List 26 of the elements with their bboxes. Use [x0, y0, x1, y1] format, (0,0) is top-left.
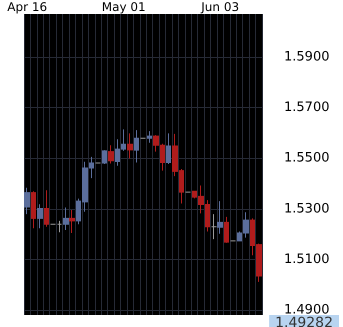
candlestick	[37, 204, 43, 229]
candlestick	[217, 200, 223, 234]
candlestick	[24, 187, 30, 215]
candlestick	[224, 216, 229, 244]
x-tick-label: Apr 16	[7, 0, 48, 14]
x-tick-label: Jun 03	[200, 0, 240, 14]
candlestick	[69, 210, 75, 234]
candlestick	[57, 220, 62, 233]
candlestick	[44, 190, 49, 228]
candlestick	[211, 214, 217, 240]
candlestick	[108, 144, 114, 164]
text: 1.49282	[275, 315, 334, 327]
y-tick-label: 1.5100	[284, 252, 330, 267]
candlestick	[63, 207, 69, 231]
candlestick	[134, 130, 139, 163]
candlestick	[166, 132, 171, 164]
y-tick-label: 1.5300	[284, 201, 330, 216]
y-tick-label: 1.5500	[284, 150, 330, 166]
candlestick	[31, 190, 36, 229]
x-tick-label: May 01	[102, 0, 146, 14]
candlestick	[127, 132, 133, 159]
y-tick-label: 1.4900	[284, 302, 330, 318]
candlestick	[102, 150, 107, 164]
y-tick-label: 1.5900	[284, 50, 330, 64]
candlestick	[147, 130, 152, 144]
y-tick-label: 1.5700	[284, 100, 330, 116]
